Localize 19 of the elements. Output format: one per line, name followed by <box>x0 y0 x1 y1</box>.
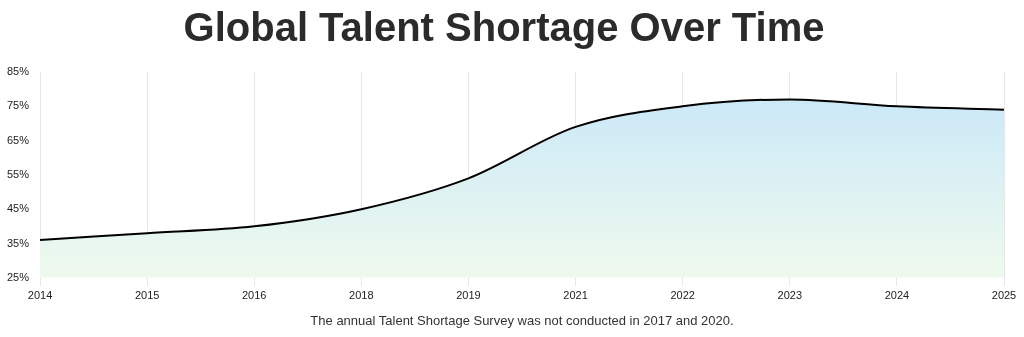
x-tick-label: 2025 <box>991 289 1017 302</box>
text: The annual Talent Shortage Survey was not conducted in 2017 and 2020. <box>310 312 734 328</box>
y-tick-label: 75% <box>6 99 30 112</box>
x-tick-label: 2016 <box>241 289 267 302</box>
x-tick-label: 2024 <box>884 289 910 302</box>
x-tick-label: 2022 <box>670 289 695 302</box>
y-tick-label: 85% <box>6 65 30 78</box>
x-tick-label: 2023 <box>777 289 803 302</box>
y-tick-label: 45% <box>6 202 30 215</box>
x-tick-label: 2019 <box>456 289 481 302</box>
y-tick-label: 35% <box>6 236 30 249</box>
x-tick-label: 2015 <box>134 289 160 302</box>
y-tick-label: 25% <box>6 270 30 283</box>
x-tick-label: 2014 <box>27 289 53 302</box>
y-tick-label: 55% <box>6 167 30 180</box>
chart-title: Global Talent Shortage Over Time <box>183 5 825 50</box>
y-tick-label: 65% <box>6 133 30 146</box>
x-tick-label: 2018 <box>349 289 374 302</box>
x-tick-label: 2021 <box>563 289 588 302</box>
